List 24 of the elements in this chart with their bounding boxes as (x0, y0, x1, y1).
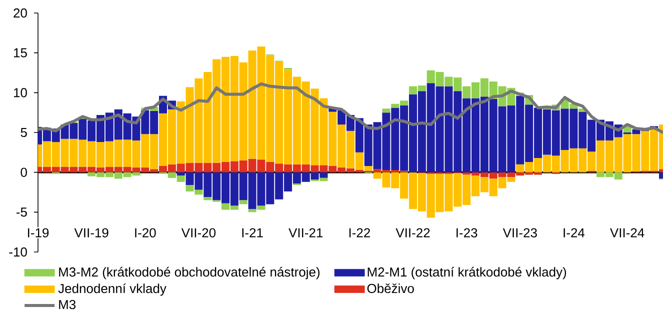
y-tick-label: 10 (14, 88, 27, 98)
x-tick-label: I-19 (28, 228, 49, 238)
x-tick-label: VII-20 (181, 228, 216, 238)
x-tick-label: I-24 (564, 228, 585, 238)
x-tick-label: I-20 (135, 228, 156, 238)
legend-label: Jednodenní vklady (58, 283, 166, 296)
x-tick-label: VII-19 (74, 228, 108, 238)
legend-label: M3 (59, 300, 76, 310)
x-tick-label: I-23 (456, 228, 478, 238)
y-tick-label: 5 (20, 128, 27, 138)
x-tick-label: I-22 (349, 228, 370, 238)
y-tick-label: 0 (20, 168, 27, 177)
x-tick-label: I-21 (242, 228, 263, 238)
x-tick-label: VII-24 (610, 228, 644, 238)
y-tick-label: 15 (14, 48, 27, 58)
legend-label: M3-M2 (krátkodobé obchodovatelné nástroje) (59, 266, 320, 280)
y-tick-label: 20 (14, 8, 27, 18)
legend-label: M2-M1 (ostatní krátkodobé vklady) (368, 266, 566, 280)
y-tick-label: -10 (9, 247, 27, 257)
x-tick-label: VII-23 (502, 228, 537, 238)
legend-label: Oběživo (367, 283, 414, 294)
x-tick-label: VII-22 (396, 228, 430, 238)
y-tick-label: -5 (16, 208, 27, 217)
x-tick-label: VII-21 (288, 228, 323, 238)
